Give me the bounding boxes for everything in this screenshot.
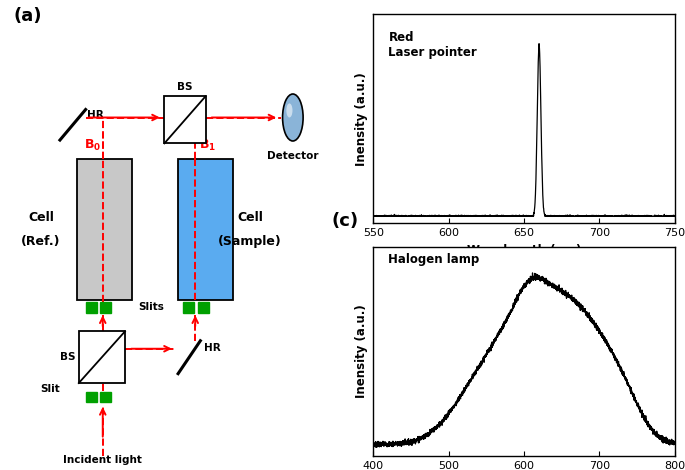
Ellipse shape [282, 94, 303, 141]
Y-axis label: Inensity (a.u.): Inensity (a.u.) [355, 305, 368, 398]
Bar [164, 96, 206, 143]
Text: Detector: Detector [267, 151, 319, 161]
Text: Incident light: Incident light [63, 455, 142, 465]
Text: Red
Laser pointer: Red Laser pointer [388, 31, 477, 59]
Text: Halogen lamp: Halogen lamp [388, 253, 480, 266]
Bar [77, 159, 132, 300]
Text: Cell: Cell [28, 211, 54, 224]
Text: (Ref.): (Ref.) [21, 235, 61, 248]
Text: HR: HR [204, 343, 221, 353]
Text: $\mathbf{B_1}$: $\mathbf{B_1}$ [199, 138, 216, 153]
Bar [86, 302, 97, 313]
Bar [178, 159, 233, 300]
Bar [197, 302, 208, 313]
Text: HR: HR [87, 110, 104, 119]
Bar [100, 392, 111, 402]
Bar [100, 302, 111, 313]
Text: Slit: Slit [40, 384, 60, 394]
Text: Slits: Slits [138, 302, 164, 313]
Y-axis label: Inensity (a.u.): Inensity (a.u.) [355, 72, 368, 165]
Text: (Sample): (Sample) [218, 235, 282, 248]
Text: BS: BS [177, 82, 192, 92]
Ellipse shape [286, 103, 292, 118]
X-axis label: Wavelength (nm): Wavelength (nm) [467, 243, 581, 257]
Bar [86, 392, 97, 402]
Text: (c): (c) [331, 212, 358, 230]
Text: Cell: Cell [237, 211, 263, 224]
Bar [184, 302, 195, 313]
Text: $\mathbf{B_0}$: $\mathbf{B_0}$ [84, 138, 101, 153]
Text: (a): (a) [14, 7, 42, 25]
Bar [79, 331, 125, 383]
Text: BS: BS [60, 352, 75, 362]
